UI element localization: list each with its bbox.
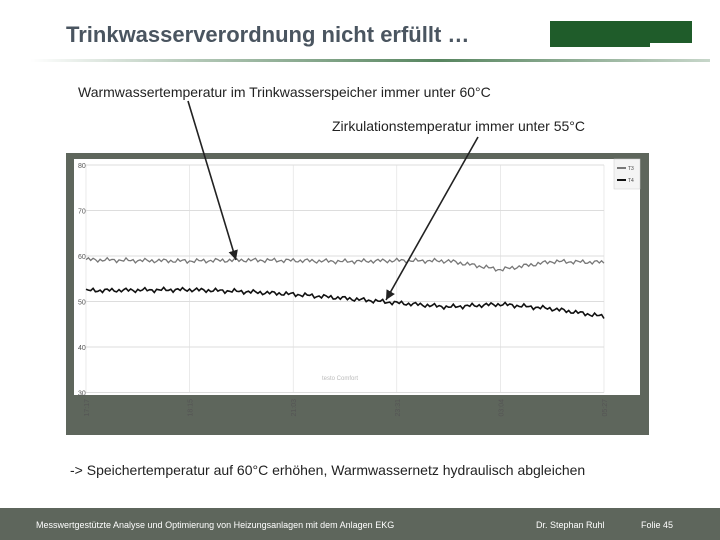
footer-slide-number: Folie 45 [641, 520, 674, 530]
x-tick-label: 17:17 [84, 399, 91, 417]
series-line-2 [85, 286, 605, 319]
footer: Messwertgestützte Analyse und Optimierun… [0, 508, 720, 540]
legend-box [613, 158, 641, 190]
title-divider [30, 59, 710, 62]
annotation-circulation-temp: Zirkulationstemperatur immer unter 55°C [332, 118, 586, 134]
x-tick-label: 05:27 [602, 399, 609, 417]
logo-strip [550, 43, 650, 47]
chart-watermark: testo Comfort [322, 376, 358, 382]
x-tick-label: 21:03 [291, 399, 298, 417]
logo [550, 21, 692, 47]
x-tick-label: 03:04 [498, 399, 505, 417]
y-tick-label: 70 [78, 209, 86, 216]
y-tick-label: 50 [78, 300, 86, 307]
x-tick-label: 23:31 [395, 399, 402, 417]
legend-label: T3 [628, 166, 634, 172]
y-tick-label: 80 [78, 163, 86, 170]
series-line-1 [85, 256, 605, 272]
arrow-circulation-temp [385, 136, 479, 301]
footer-author: Dr. Stephan Ruhl [536, 520, 605, 530]
y-tick-label: 30 [78, 391, 86, 398]
footer-subject: Messwertgestützte Analyse und Optimierun… [36, 520, 395, 530]
plot-area [74, 159, 640, 395]
y-tick-label: 40 [78, 345, 86, 352]
y-tick-label: 60 [78, 254, 86, 261]
arrow-storage-temp [187, 100, 238, 261]
chart-frame: 80 70 60 50 40 30 17:17 18:15 21:03 23:31 03:04 05:… [66, 153, 649, 435]
logo-block [550, 21, 692, 43]
x-tick-label: 18:15 [188, 399, 195, 417]
legend-label: T4 [628, 178, 634, 184]
page-title: Trinkwasserverordnung nicht erfüllt … [66, 22, 470, 47]
annotation-storage-temp: Warmwassertemperatur im Trinkwasserspeic… [78, 84, 491, 100]
conclusion-text: -> Speichertemperatur auf 60°C erhöhen, … [70, 462, 586, 478]
